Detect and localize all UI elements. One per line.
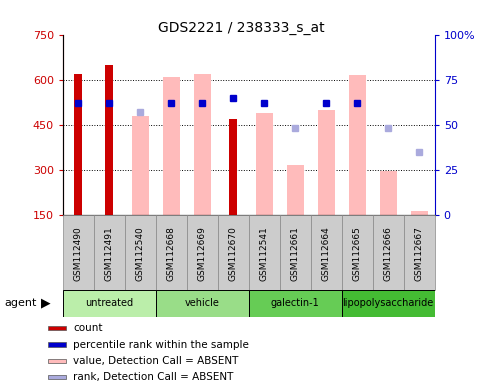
Bar: [342, 215, 373, 290]
Bar: [156, 215, 187, 290]
Text: GSM112541: GSM112541: [260, 226, 269, 281]
Bar: [287, 166, 304, 215]
Bar: [311, 215, 342, 290]
Bar: [380, 171, 397, 215]
Text: GSM112661: GSM112661: [291, 226, 300, 281]
Text: vehicle: vehicle: [185, 298, 220, 308]
Text: GSM112669: GSM112669: [198, 226, 207, 281]
Text: count: count: [73, 323, 103, 333]
Bar: [63, 290, 156, 317]
Bar: [48, 359, 66, 363]
Bar: [48, 375, 66, 379]
Bar: [249, 215, 280, 290]
Bar: [48, 326, 66, 331]
Bar: [63, 215, 94, 290]
Bar: [318, 110, 335, 215]
Text: percentile rank within the sample: percentile rank within the sample: [73, 339, 249, 349]
Bar: [94, 215, 125, 290]
Text: GDS2221 / 238333_s_at: GDS2221 / 238333_s_at: [158, 21, 325, 35]
Text: galectin-1: galectin-1: [271, 298, 320, 308]
Bar: [404, 215, 435, 290]
Text: GSM112665: GSM112665: [353, 226, 362, 281]
Bar: [163, 77, 180, 215]
Bar: [125, 215, 156, 290]
Text: GSM112666: GSM112666: [384, 226, 393, 281]
Text: ▶: ▶: [41, 297, 51, 310]
Text: GSM112668: GSM112668: [167, 226, 176, 281]
Bar: [132, 116, 149, 215]
Text: rank, Detection Call = ABSENT: rank, Detection Call = ABSENT: [73, 372, 234, 382]
Text: GSM112664: GSM112664: [322, 226, 331, 281]
Bar: [411, 210, 428, 215]
Bar: [256, 113, 273, 215]
Bar: [280, 215, 311, 290]
Text: value, Detection Call = ABSENT: value, Detection Call = ABSENT: [73, 356, 239, 366]
Text: GSM112670: GSM112670: [229, 226, 238, 281]
Bar: [249, 290, 342, 317]
Bar: [48, 342, 66, 347]
Text: agent: agent: [5, 298, 37, 308]
Bar: [373, 215, 404, 290]
Bar: [218, 215, 249, 290]
Bar: [349, 75, 366, 215]
Bar: [156, 290, 249, 317]
Bar: [194, 74, 211, 215]
Text: untreated: untreated: [85, 298, 133, 308]
Text: GSM112490: GSM112490: [74, 226, 83, 281]
Text: GSM112540: GSM112540: [136, 226, 145, 281]
Text: GSM112491: GSM112491: [105, 226, 114, 281]
Bar: [187, 215, 218, 290]
Text: lipopolysaccharide: lipopolysaccharide: [342, 298, 434, 308]
Bar: [229, 119, 237, 215]
Text: GSM112667: GSM112667: [415, 226, 424, 281]
Bar: [342, 290, 435, 317]
Bar: [105, 65, 113, 215]
Bar: [74, 74, 82, 215]
